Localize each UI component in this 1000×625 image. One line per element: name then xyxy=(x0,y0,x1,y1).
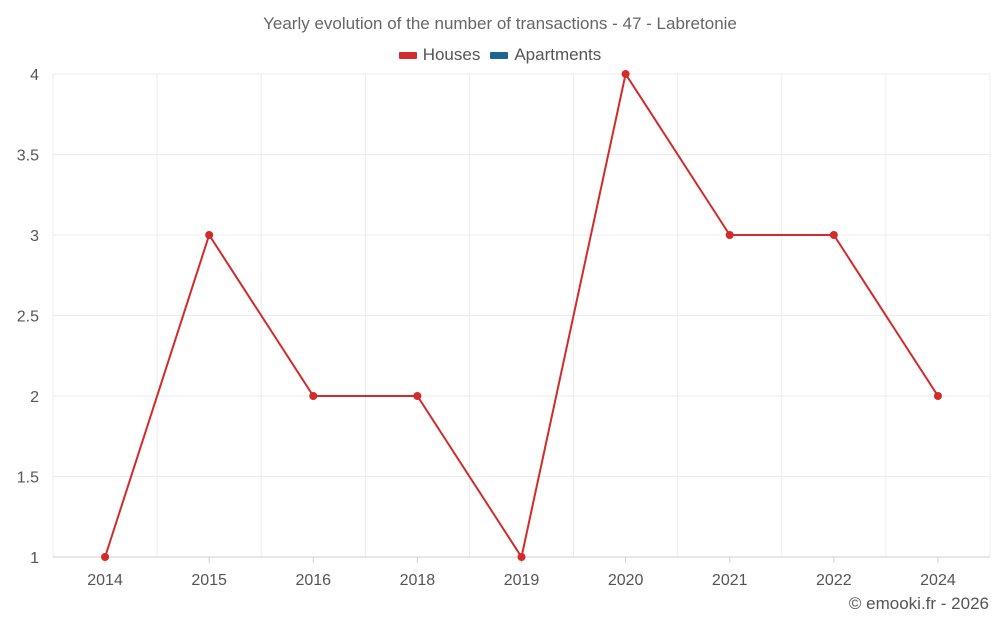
y-tick-label: 1.5 xyxy=(17,470,39,487)
data-point xyxy=(621,70,630,78)
legend-swatch-apartments xyxy=(490,51,509,59)
y-tick-label: 3 xyxy=(30,228,39,245)
credit-text: © emooki.fr - 2026 xyxy=(848,594,989,613)
x-tick-label: 2020 xyxy=(608,572,644,589)
data-point xyxy=(205,231,214,239)
legend-label-apartments: Apartments xyxy=(514,45,602,64)
x-tick-label: 2018 xyxy=(400,572,436,589)
data-point xyxy=(413,392,422,400)
legend-label-houses: Houses xyxy=(422,45,481,64)
x-tick-label: 2021 xyxy=(712,572,748,589)
y-tick-label: 1 xyxy=(30,550,39,567)
data-point xyxy=(101,553,110,561)
legend-item-houses[interactable]: Houses xyxy=(398,45,481,65)
y-tick-label: 2 xyxy=(30,389,39,406)
data-point xyxy=(933,392,942,400)
y-tick-label: 3.5 xyxy=(17,148,39,165)
legend: Houses Apartments xyxy=(0,45,1000,65)
legend-swatch-houses xyxy=(398,51,417,59)
x-tick-label: 2019 xyxy=(504,572,540,589)
data-point xyxy=(829,231,838,239)
chart-title: Yearly evolution of the number of transa… xyxy=(263,14,737,33)
x-tick-label: 2024 xyxy=(920,572,956,589)
data-point xyxy=(309,392,318,400)
data-point xyxy=(517,553,526,561)
y-tick-label: 2.5 xyxy=(17,309,39,326)
x-tick-label: 2014 xyxy=(87,572,123,589)
data-point xyxy=(725,231,734,239)
y-tick-label: 4 xyxy=(30,67,39,84)
legend-item-apartments[interactable]: Apartments xyxy=(490,45,601,65)
x-tick-label: 2022 xyxy=(816,572,852,589)
x-tick-label: 2016 xyxy=(295,572,331,589)
x-tick-label: 2015 xyxy=(191,572,227,589)
